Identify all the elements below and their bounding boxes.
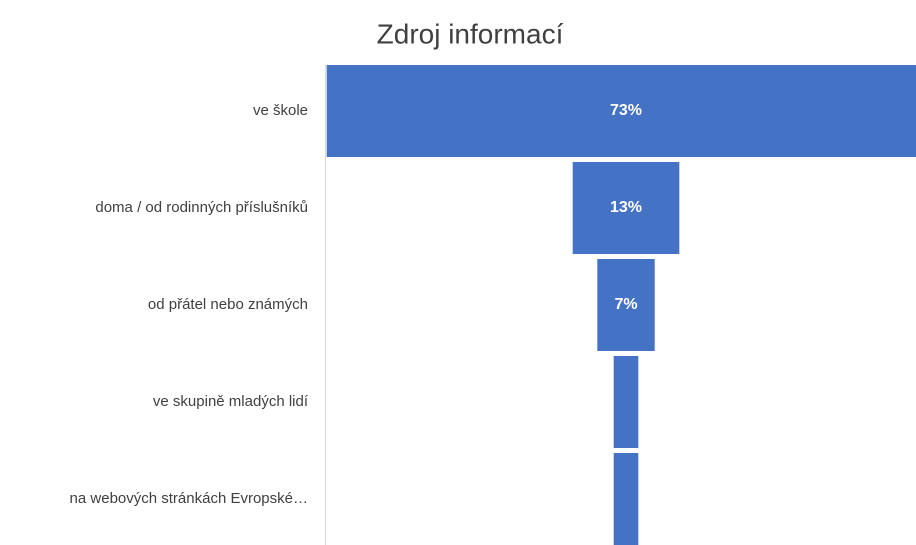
category-label: ve skupině mladých lidí [153, 393, 309, 410]
data-label: 7% [614, 296, 637, 313]
funnel-bar [326, 65, 916, 157]
category-label: od přátel nebo známých [148, 296, 308, 313]
funnel-bar [613, 356, 639, 448]
funnel-bar [613, 453, 639, 545]
data-label: 73% [610, 102, 642, 119]
category-label: ve škole [253, 102, 308, 119]
data-label: 13% [610, 199, 642, 216]
category-label: na webových stránkách Evropské… [70, 490, 308, 507]
funnel-bar [597, 259, 655, 351]
chart-title: Zdroj informací [377, 18, 564, 49]
funnel-bar [572, 162, 680, 254]
category-label: doma / od rodinných příslušníků [95, 199, 308, 216]
